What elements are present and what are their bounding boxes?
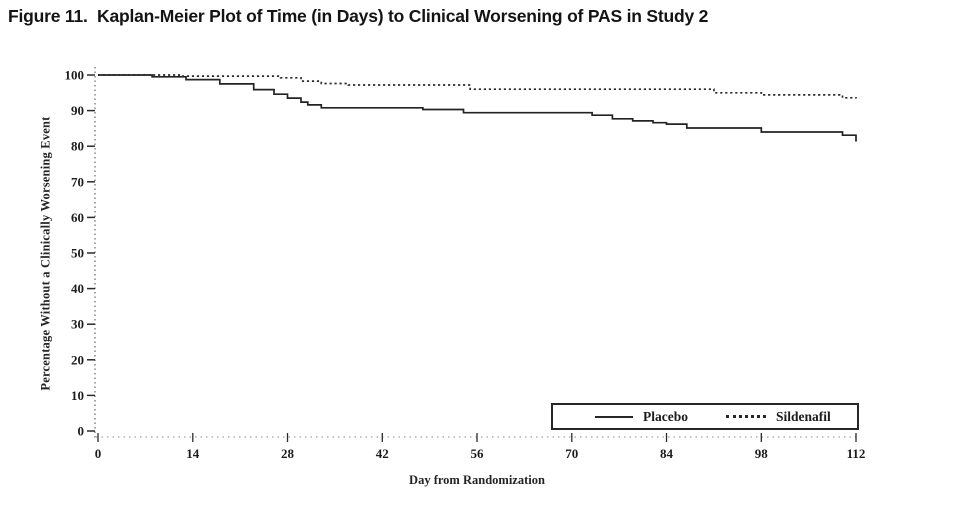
y-tick-label-100: 100 (65, 68, 85, 83)
y-tick-label-10: 10 (71, 388, 84, 403)
x-tick-label-112: 112 (847, 446, 866, 461)
placebo-curve (98, 74, 857, 142)
y-tick-label-50: 50 (71, 246, 84, 261)
y-tick-label-70: 70 (71, 174, 84, 189)
x-tick-label-70: 70 (565, 446, 578, 461)
y-tick-label-20: 20 (71, 352, 84, 367)
x-tick-label-0: 0 (95, 446, 102, 461)
y-tick-label-0: 0 (78, 424, 85, 439)
y-tick-label-40: 40 (71, 281, 84, 296)
x-tick-label-28: 28 (281, 446, 295, 461)
x-tick-label-84: 84 (660, 446, 674, 461)
x-tick-label-14: 14 (186, 446, 200, 461)
legend-label-placebo: Placebo (643, 408, 688, 424)
y-tick-label-80: 80 (71, 139, 84, 154)
y-tick-label-30: 30 (71, 317, 84, 332)
y-tick-label-60: 60 (71, 210, 84, 225)
legend-label-sildenafil: Sildenafil (776, 408, 831, 424)
km-plot-canvas: 0 10 20 30 40 50 60 70 80 90 100 0 14 28 42 56 70 84 98 112 (65, 67, 866, 461)
figure-title: Figure 11. Kaplan-Meier Plot of Time (in… (8, 6, 709, 26)
sildenafil-curve (98, 74, 857, 99)
x-tick-label-56: 56 (471, 446, 485, 461)
y-tick-label-90: 90 (71, 103, 84, 118)
x-tick-label-98: 98 (755, 446, 769, 461)
placebo-line-sample (595, 415, 633, 418)
x-axis-label: Day from Randomization (409, 473, 545, 487)
legend-box: Placebo Sildenafil (551, 403, 859, 430)
y-axis-label: Percentage Without a Clinically Worsenin… (38, 116, 53, 391)
sildenafil-line-sample (726, 415, 766, 418)
x-tick-label-42: 42 (376, 446, 389, 461)
